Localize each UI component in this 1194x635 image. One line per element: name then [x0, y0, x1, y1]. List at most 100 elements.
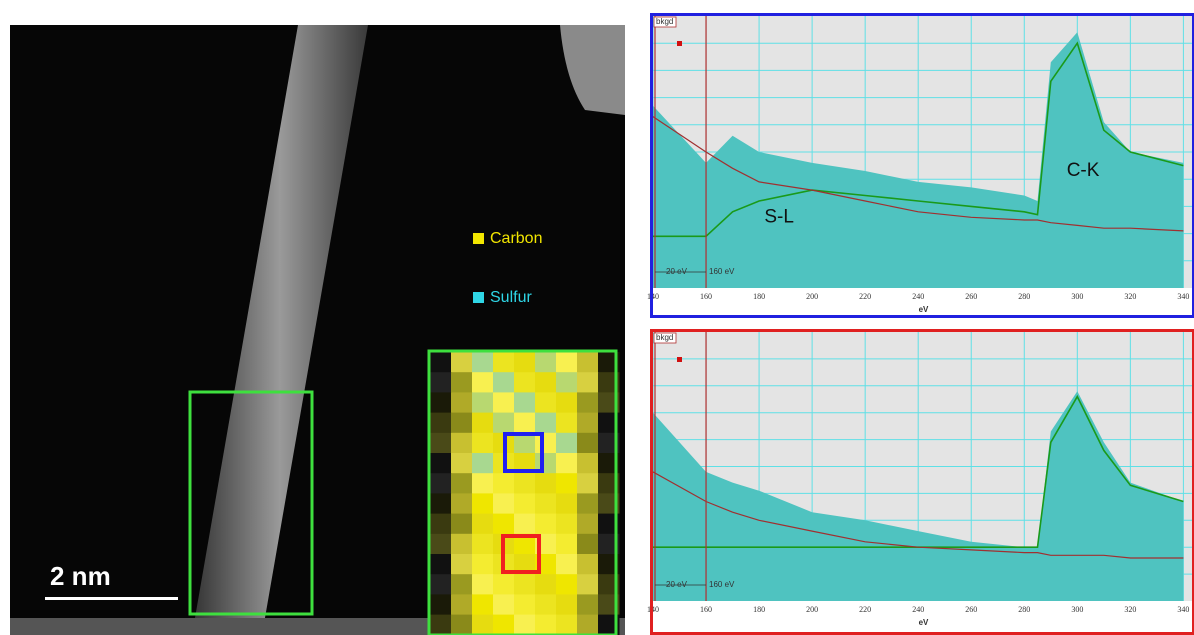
legend-label: Sulfur: [490, 289, 532, 306]
x-tick-label: 200: [806, 292, 818, 301]
pixel: [430, 533, 452, 555]
pixel: [598, 513, 620, 535]
pixel: [577, 513, 599, 535]
pixel: [556, 432, 578, 454]
pixel: [451, 453, 473, 474]
pixel: [451, 372, 473, 393]
pixel: [598, 554, 620, 575]
pixel: [514, 352, 536, 373]
pixel: [493, 614, 515, 635]
pixel: [598, 453, 620, 474]
bkgd-box: [653, 16, 677, 28]
pixel: [556, 594, 578, 616]
pixel: [577, 453, 599, 474]
pixel: [514, 453, 536, 474]
bkgd-label: bkgd: [656, 333, 673, 342]
pixel: [598, 412, 620, 434]
pixel: [535, 574, 557, 595]
pixel: [430, 372, 452, 393]
pixel: [577, 473, 599, 494]
pixel: [535, 352, 557, 373]
x-tick-label: 220: [859, 605, 871, 614]
pixel: [430, 594, 452, 616]
x-tick-label: 180: [753, 605, 765, 614]
pixel: [556, 614, 578, 635]
pixel: [556, 513, 578, 535]
annotation: C-K: [1067, 160, 1100, 181]
x-tick-label: 160: [700, 605, 712, 614]
pixel: [430, 432, 452, 454]
pixel: [514, 594, 536, 616]
fit-window-label: 160 eV: [709, 580, 735, 589]
pixel: [493, 473, 515, 494]
roi-box: [188, 390, 314, 616]
pixel: [535, 473, 557, 494]
pixel: [493, 372, 515, 393]
x-tick-label: 220: [859, 292, 871, 301]
pixel: [556, 453, 578, 474]
pixel: [535, 412, 557, 434]
pixel: [472, 412, 494, 434]
pixel: [556, 493, 578, 515]
pixel: [556, 412, 578, 434]
pixel: [598, 392, 620, 414]
pixel: [451, 533, 473, 555]
pixel: [472, 453, 494, 474]
pixel: [472, 554, 494, 575]
pixel: [451, 473, 473, 494]
pixel: [514, 372, 536, 393]
pixel: [577, 574, 599, 595]
pixel: [598, 533, 620, 555]
pixel: [514, 473, 536, 494]
background-fit: [653, 471, 1184, 559]
spectrum-line: [653, 41, 1184, 238]
marker: [677, 357, 682, 362]
pixel: [451, 574, 473, 595]
pixel: [514, 614, 536, 635]
legend-label: Carbon: [490, 230, 542, 247]
pixel: [556, 372, 578, 393]
stem-image: 2 nm Carbon Sulfur: [10, 25, 625, 635]
pixel: [472, 372, 494, 393]
pixel: [514, 533, 536, 555]
pixel: [556, 554, 578, 575]
pixel: [556, 473, 578, 494]
pixel: [514, 574, 536, 595]
pixel: [556, 533, 578, 555]
fit-width-label: 20 eV: [666, 267, 688, 276]
pixel: [451, 513, 473, 535]
pixel: [493, 392, 515, 414]
pixel: [493, 513, 515, 535]
pixel: [577, 392, 599, 414]
pixel: [514, 493, 536, 515]
pixel: [535, 392, 557, 414]
x-tick-label: 340: [1177, 292, 1189, 301]
pixel: [598, 614, 620, 635]
pixel: [514, 513, 536, 535]
pixel: [598, 574, 620, 595]
pixel: [451, 392, 473, 414]
pixel: [556, 392, 578, 414]
pixel: [577, 554, 599, 575]
pixel: [535, 493, 557, 515]
pixel: [430, 352, 452, 373]
pixel: [493, 594, 515, 616]
pixel: [535, 594, 557, 616]
pixel: [493, 352, 515, 373]
pixel: [598, 493, 620, 515]
x-tick-label: 240: [912, 605, 924, 614]
x-tick-label: 280: [1018, 605, 1030, 614]
pixel: [472, 432, 494, 454]
pixel: [472, 392, 494, 414]
pixel: [577, 493, 599, 515]
pixel: [451, 493, 473, 515]
roi-blue: [503, 432, 544, 473]
pixel: [493, 574, 515, 595]
pixel: [430, 392, 452, 414]
background-fit: [653, 116, 1184, 232]
x-tick-label: 200: [806, 605, 818, 614]
pixel: [577, 432, 599, 454]
pixel: [514, 554, 536, 575]
